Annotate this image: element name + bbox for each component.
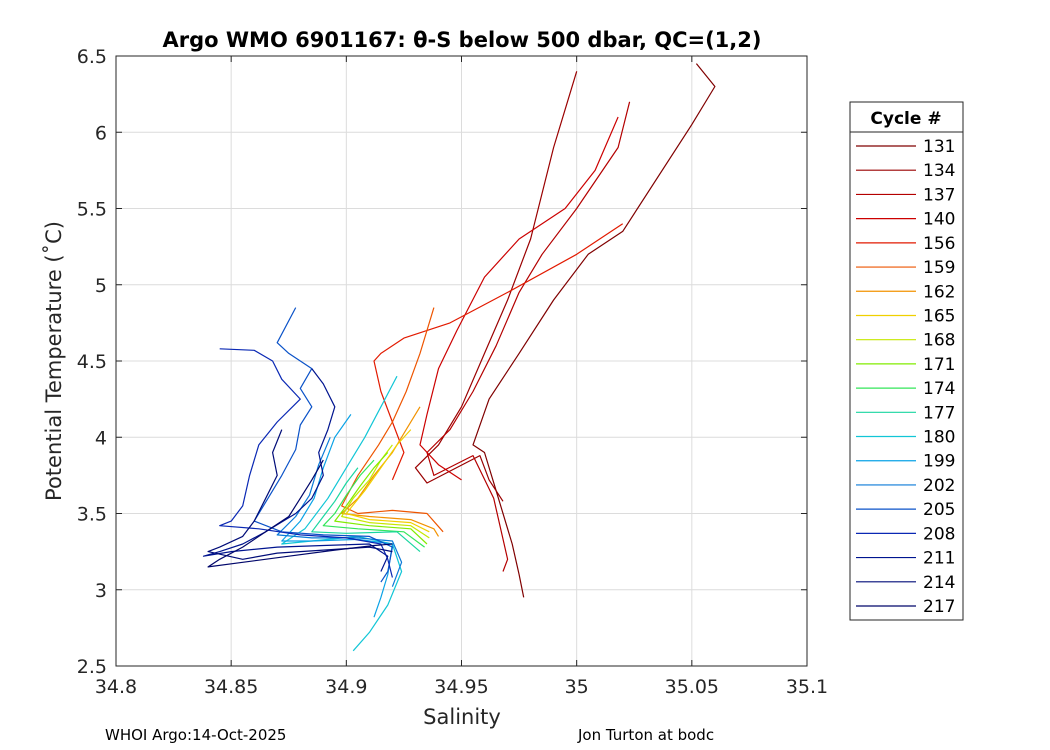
series-line-cycle-180 xyxy=(281,375,403,652)
legend-label-cycle-208: 208 xyxy=(923,524,955,544)
legend-label-cycle-205: 205 xyxy=(923,500,955,520)
legend-label-cycle-165: 165 xyxy=(923,306,955,326)
legend-label-cycle-180: 180 xyxy=(923,428,955,448)
series-line-cycle-131 xyxy=(472,63,716,598)
series-line-cycle-137 xyxy=(426,101,631,572)
series-line-cycle-217 xyxy=(207,459,393,568)
y-tick-label: 3 xyxy=(95,580,107,602)
legend: Cycle # 131 134 137 140 156 159 162 165 168 171 17… xyxy=(849,101,964,621)
y-tick-label: 5.5 xyxy=(77,199,107,221)
series-line-cycle-177 xyxy=(311,467,421,553)
series-line-cycle-202 xyxy=(276,437,403,587)
legend-label-cycle-199: 199 xyxy=(923,452,955,472)
series-line-cycle-208 xyxy=(219,348,393,578)
legend-label-cycle-171: 171 xyxy=(923,355,955,375)
series-line-cycle-140 xyxy=(419,116,619,481)
series-line-cycle-156 xyxy=(373,223,624,481)
series-layer xyxy=(202,63,716,652)
series-line-cycle-199 xyxy=(281,414,393,618)
footer-left: WHOI Argo:14-Oct-2025 xyxy=(105,726,287,744)
x-tick-label: 34.8 xyxy=(95,676,137,698)
legend-label-cycle-131: 131 xyxy=(923,137,955,157)
series-line-cycle-171 xyxy=(334,452,428,545)
y-tick-label: 4 xyxy=(95,427,107,449)
legend-label-cycle-137: 137 xyxy=(923,185,955,205)
legend-label-cycle-156: 156 xyxy=(923,234,955,254)
y-tick-label: 4.5 xyxy=(77,351,107,373)
legend-label-cycle-174: 174 xyxy=(923,379,955,399)
legend-entries: 131 134 137 140 156 159 162 165 168 171 174 177 180 1… xyxy=(856,137,955,617)
x-tick-label: 35.05 xyxy=(665,676,719,698)
series-line-cycle-165 xyxy=(345,429,430,533)
x-tick-label: 34.95 xyxy=(434,676,488,698)
legend-title: Cycle # xyxy=(870,109,941,129)
y-axis-label: Potential Temperature (˚C) xyxy=(42,221,66,501)
series-line-cycle-205 xyxy=(253,307,393,583)
y-tick-label: 6.5 xyxy=(77,46,107,68)
legend-label-cycle-177: 177 xyxy=(923,403,955,423)
x-tick-label: 34.85 xyxy=(204,676,258,698)
x-tick-label: 34.9 xyxy=(325,676,367,698)
y-tick-label: 2.5 xyxy=(77,656,107,678)
legend-label-cycle-134: 134 xyxy=(923,161,955,181)
series-line-cycle-134 xyxy=(414,71,578,502)
series-line-cycle-162 xyxy=(341,406,440,537)
y-tick-labels: 2.5 3 3.5 4 4.5 5 5.5 6 6.5 xyxy=(77,46,107,678)
x-tick-labels: 34.8 34.85 34.9 34.95 35 35.05 35.1 xyxy=(95,676,828,698)
series-line-cycle-211 xyxy=(202,368,389,572)
legend-label-cycle-217: 217 xyxy=(923,597,955,617)
x-axis-label: Salinity xyxy=(423,705,501,729)
legend-label-cycle-214: 214 xyxy=(923,573,955,593)
x-tick-label: 35 xyxy=(565,676,589,698)
series-line-cycle-159 xyxy=(341,307,444,533)
x-tick-label: 35.1 xyxy=(786,676,828,698)
legend-label-cycle-211: 211 xyxy=(923,549,955,569)
chart-title: Argo WMO 6901167: θ-S below 500 dbar, QC… xyxy=(163,28,762,52)
legend-label-cycle-202: 202 xyxy=(923,476,955,496)
legend-label-cycle-162: 162 xyxy=(923,282,955,302)
legend-label-cycle-159: 159 xyxy=(923,258,955,278)
footer-right: Jon Turton at bodc xyxy=(578,726,715,744)
legend-label-cycle-140: 140 xyxy=(923,210,955,230)
y-tick-label: 6 xyxy=(95,122,107,144)
series-line-cycle-214 xyxy=(207,429,393,560)
tick-marks xyxy=(115,55,808,667)
plot-area xyxy=(115,55,808,667)
y-tick-label: 3.5 xyxy=(77,504,107,526)
y-tick-label: 5 xyxy=(95,275,107,297)
series-line-cycle-168 xyxy=(341,444,430,539)
legend-label-cycle-168: 168 xyxy=(923,331,955,351)
